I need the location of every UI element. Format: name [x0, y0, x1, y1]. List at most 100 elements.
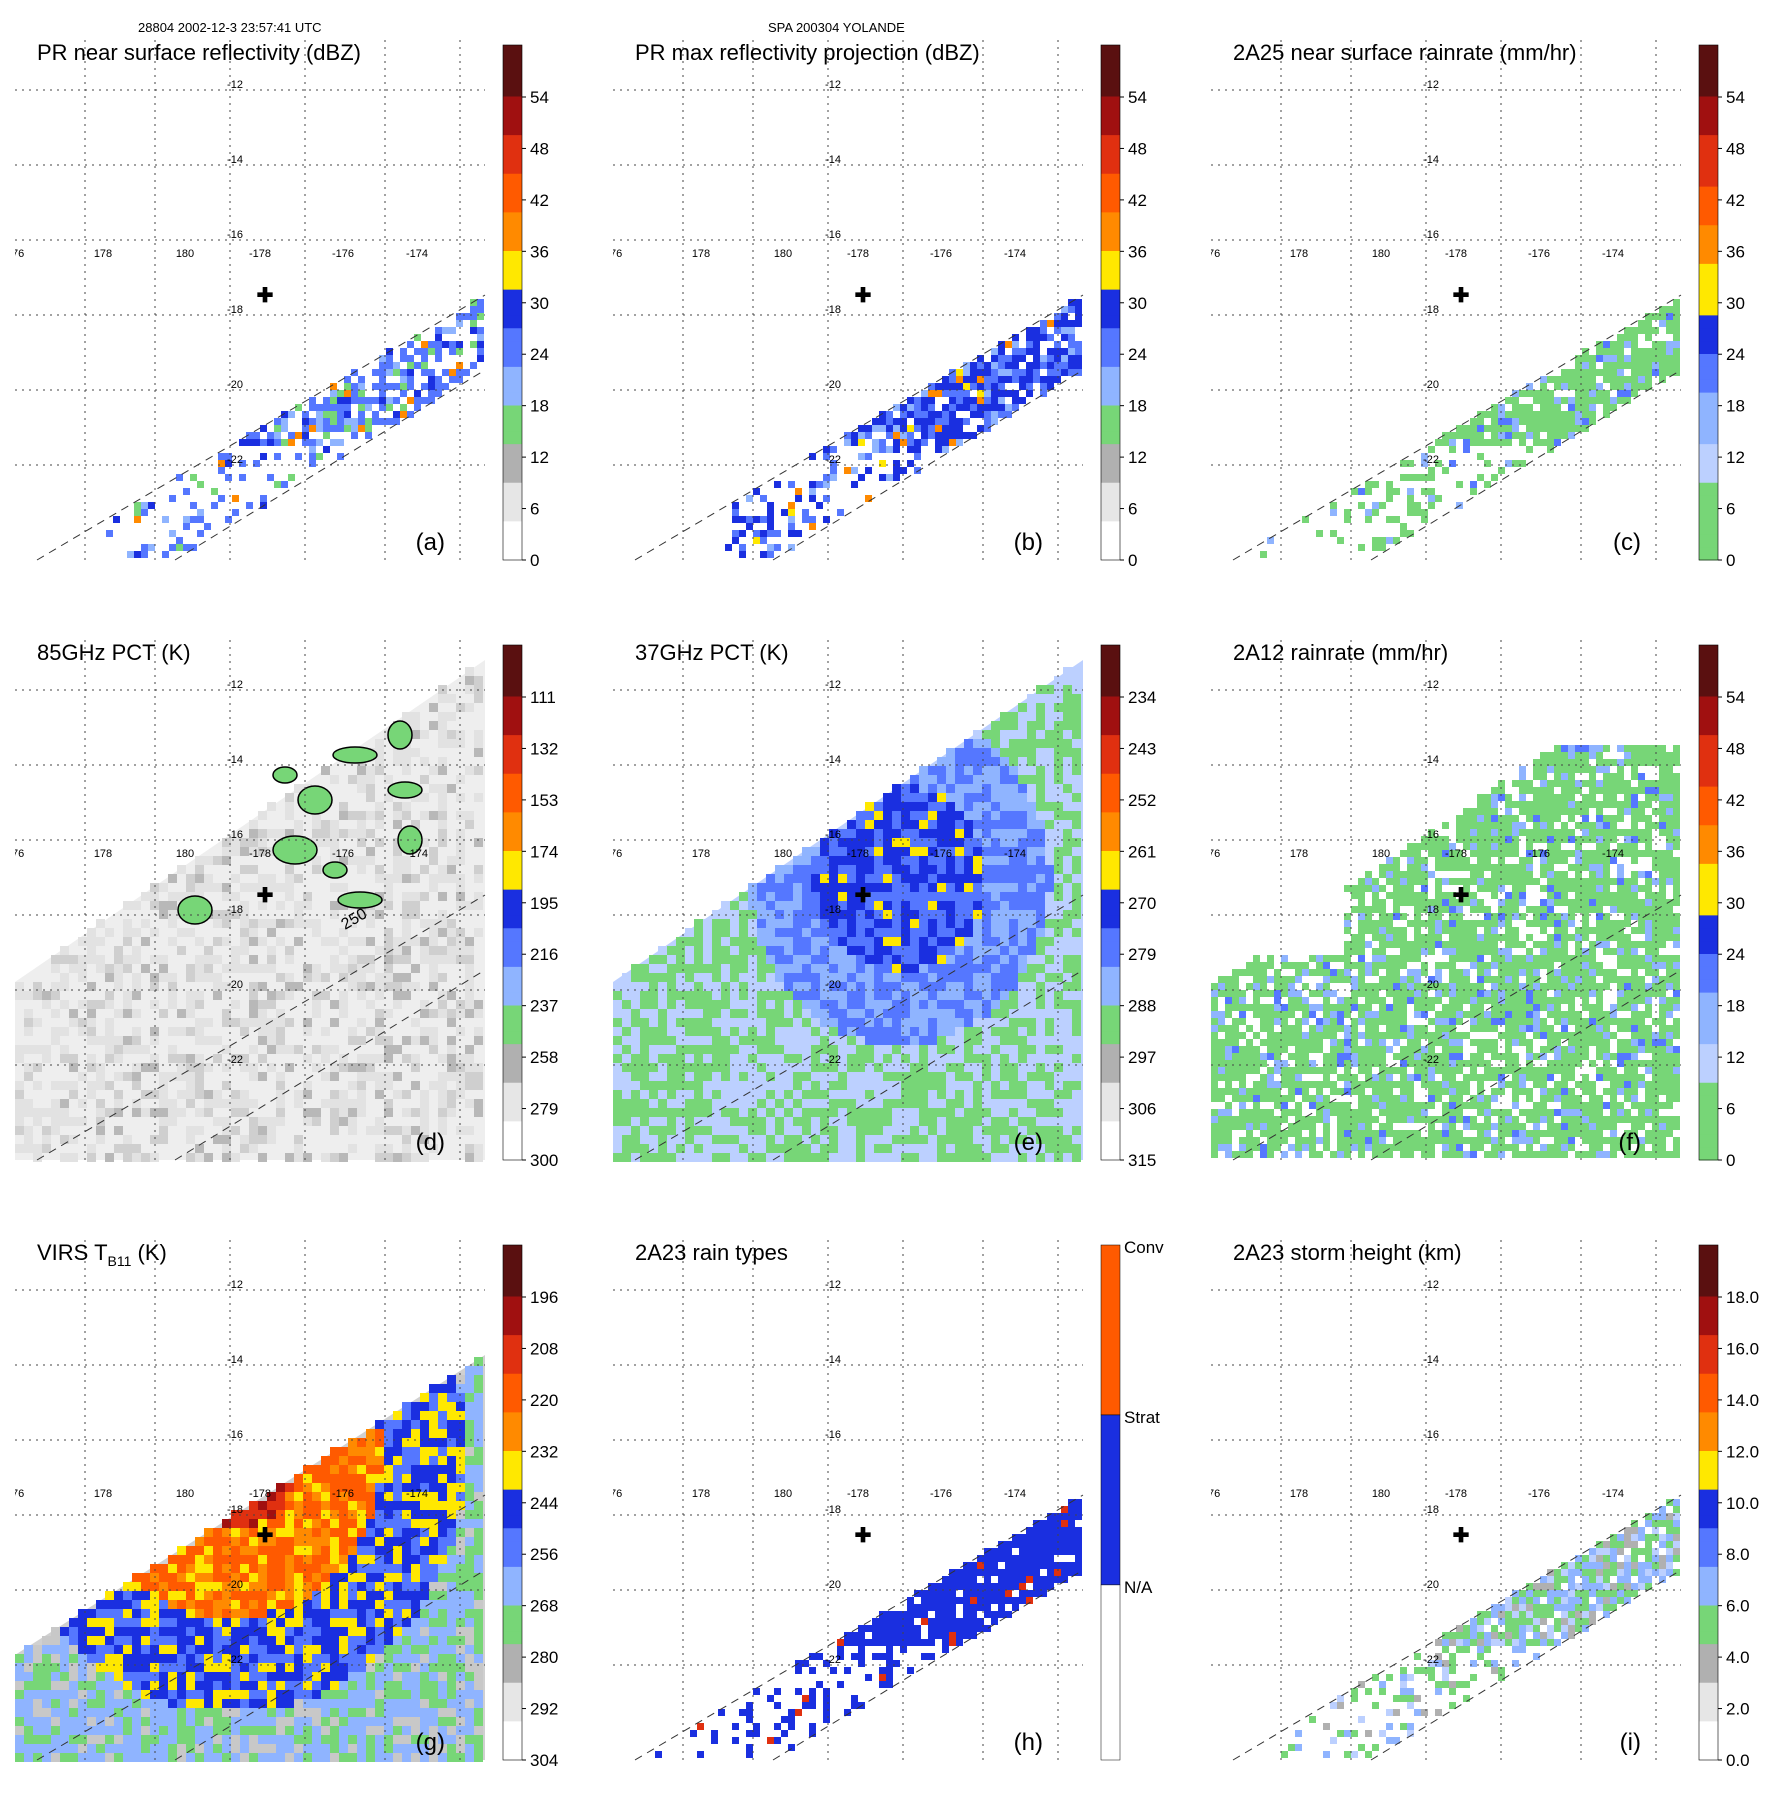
lat-label: -20 — [825, 379, 841, 391]
lon-label: -176 — [1528, 248, 1550, 260]
lat-label: -20 — [227, 979, 243, 991]
lat-label: -12 — [227, 79, 243, 91]
colorbar-label: 297 — [1128, 1048, 1156, 1067]
colorbar-label: 6 — [530, 500, 539, 519]
lon-label: -178 — [1445, 848, 1467, 860]
lat-label: -16 — [825, 229, 841, 241]
lat-label: -12 — [825, 1279, 841, 1291]
colorbar-label: 36 — [1726, 842, 1745, 861]
colorbar-label: 132 — [530, 739, 558, 758]
storm-center-marker: ✚ — [1453, 1525, 1470, 1547]
lon-label: -174 — [1004, 848, 1026, 860]
lon-label: -176 — [332, 1488, 354, 1500]
colorbar-label: 18 — [530, 397, 549, 416]
lon-label: 178 — [692, 848, 710, 860]
storm-center-marker: ✚ — [257, 1525, 274, 1547]
data-field-pr_surface — [106, 299, 484, 558]
data-field-virs_tb11 — [15, 1357, 483, 1762]
lon-label: 180 — [774, 248, 792, 260]
colorbar-label: 10.0 — [1726, 1494, 1759, 1513]
graticule — [613, 40, 1083, 560]
colorbar-label: 24 — [1726, 345, 1745, 364]
lon-label: -176 — [930, 248, 952, 260]
panel-h: -12-14-16-18-20-22176178180-178-176-174✚… — [613, 1240, 1173, 1800]
colorbar-label: 48 — [1128, 139, 1147, 158]
colorbar-label: 18 — [1726, 397, 1745, 416]
lon-label: 178 — [1290, 248, 1308, 260]
lon-label: 178 — [692, 248, 710, 260]
colorbar-label: 243 — [1128, 739, 1156, 758]
lat-label: -16 — [227, 1429, 243, 1441]
colorbar-label: 208 — [530, 1339, 558, 1358]
colorbar-label: 54 — [1726, 88, 1745, 107]
colorbar-label: 42 — [1128, 191, 1147, 210]
lat-label: -14 — [227, 154, 243, 166]
graticule — [613, 1240, 1083, 1760]
lat-label: -14 — [825, 154, 841, 166]
colorbar-label: 54 — [530, 88, 549, 107]
lat-label: -12 — [825, 79, 841, 91]
lat-label: -22 — [1423, 454, 1439, 466]
lon-label: 178 — [94, 848, 112, 860]
lat-label: -22 — [825, 1654, 841, 1666]
storm-center-marker: ✚ — [1453, 885, 1470, 907]
data-field-storm_height — [1281, 1499, 1680, 1758]
panel-letter: (c) — [1613, 529, 1641, 556]
colorbar-label: 258 — [530, 1048, 558, 1067]
colorbar-label: 0.0 — [1726, 1751, 1750, 1770]
lon-label: -174 — [406, 1488, 428, 1500]
panel-letter: (i) — [1620, 1729, 1641, 1756]
lon-label: 178 — [1290, 848, 1308, 860]
colorbar-label: 6 — [1726, 500, 1735, 519]
lon-label: 176 — [15, 848, 24, 860]
lon-label: 176 — [613, 848, 622, 860]
lon-label: -174 — [406, 248, 428, 260]
colorbar-label: 4.0 — [1726, 1648, 1750, 1667]
lon-label: 180 — [774, 848, 792, 860]
colorbar-label: 174 — [530, 842, 558, 861]
colorbar-label: 256 — [530, 1545, 558, 1564]
lon-label: -174 — [1602, 848, 1624, 860]
colorbar-label: 304 — [530, 1751, 558, 1770]
colorbar-label: 12 — [1726, 448, 1745, 467]
lat-label: -14 — [1423, 154, 1439, 166]
lat-label: -16 — [227, 229, 243, 241]
colorbar-label: 12 — [530, 448, 549, 467]
panel-title: VIRS TB11 (K) — [37, 1240, 167, 1269]
lat-label: -22 — [1423, 1054, 1439, 1066]
colorbar: 18.016.014.012.010.08.06.04.02.00.0 — [1699, 1245, 1759, 1770]
panel-title: PR near surface reflectivity (dBZ) — [37, 40, 361, 65]
data-field-pr_max — [725, 299, 1082, 558]
colorbar-label: 270 — [1128, 894, 1156, 913]
storm-center-marker: ✚ — [855, 285, 872, 307]
colorbar-label: 0 — [530, 551, 539, 570]
lon-label: -174 — [1602, 1488, 1624, 1500]
colorbar-label: 6 — [1726, 1100, 1735, 1119]
colorbar-label: 0 — [1726, 1151, 1735, 1170]
lat-label: -18 — [227, 904, 243, 916]
lat-label: -12 — [1423, 1279, 1439, 1291]
lon-label: -178 — [847, 848, 869, 860]
panel-b: -12-14-16-18-20-22176178180-178-176-174✚… — [613, 40, 1173, 600]
lat-label: -18 — [227, 1504, 243, 1516]
panel-letter: (b) — [1014, 529, 1043, 556]
lat-label: -20 — [227, 1579, 243, 1591]
panel-c: -12-14-16-18-20-22176178180-178-176-174✚… — [1211, 40, 1771, 600]
colorbar-label: 6.0 — [1726, 1597, 1750, 1616]
lon-label: 176 — [15, 248, 24, 260]
lon-label: -174 — [406, 848, 428, 860]
lon-label: -174 — [1004, 248, 1026, 260]
lon-label: 178 — [1290, 1488, 1308, 1500]
lat-label: -16 — [825, 829, 841, 841]
colorbar-label: Conv — [1124, 1240, 1164, 1257]
lon-label: -178 — [249, 1488, 271, 1500]
colorbar-label: 300 — [530, 1151, 558, 1170]
lon-label: 180 — [1372, 848, 1390, 860]
panel-title: 85GHz PCT (K) — [37, 640, 191, 665]
